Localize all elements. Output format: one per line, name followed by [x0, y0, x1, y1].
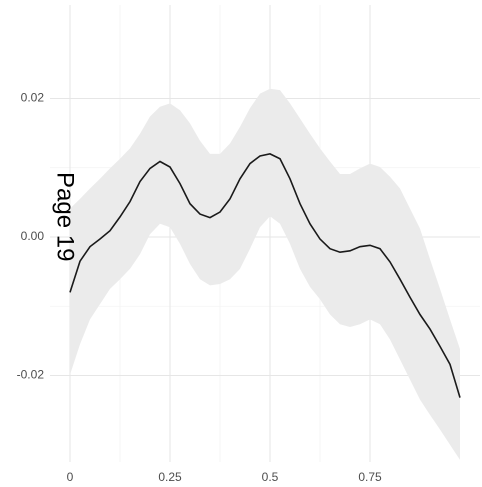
page-label: Page 19 [52, 172, 79, 261]
y-tick-label: -0.02 [17, 368, 45, 382]
plot-area [69, 88, 461, 460]
confidence-band [70, 88, 460, 460]
line [69, 153, 461, 398]
y-tick-label: 0.02 [21, 91, 45, 105]
x-tick-label: 0.5 [262, 470, 279, 484]
x-tick-label: 0 [67, 470, 74, 484]
y-tick-label: 0.00 [21, 229, 45, 243]
x-tick-label: 0.75 [358, 470, 382, 484]
x-tick-label: 0.25 [158, 470, 182, 484]
